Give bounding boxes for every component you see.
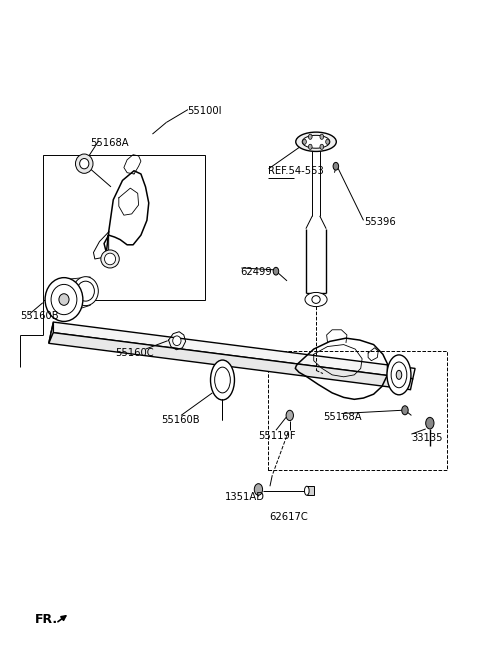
Ellipse shape	[101, 250, 119, 268]
Ellipse shape	[396, 371, 402, 379]
Circle shape	[309, 145, 312, 149]
Circle shape	[320, 145, 324, 149]
Circle shape	[426, 417, 434, 429]
Ellipse shape	[51, 284, 77, 315]
Text: 55168A: 55168A	[323, 413, 361, 422]
Text: 62617C: 62617C	[269, 512, 308, 522]
Ellipse shape	[215, 367, 230, 393]
Bar	[43, 154, 204, 300]
Ellipse shape	[75, 154, 93, 173]
Text: 55396: 55396	[364, 217, 396, 227]
Text: 55160B: 55160B	[20, 311, 59, 321]
Polygon shape	[51, 322, 415, 378]
Ellipse shape	[45, 278, 83, 321]
Ellipse shape	[59, 294, 69, 306]
Text: 55119F: 55119F	[258, 431, 296, 441]
Circle shape	[326, 139, 329, 145]
Text: 1351AD: 1351AD	[225, 492, 265, 502]
Text: 55160C: 55160C	[116, 348, 154, 358]
Polygon shape	[49, 332, 413, 390]
Ellipse shape	[391, 362, 407, 388]
Circle shape	[254, 484, 263, 495]
Text: 55168A: 55168A	[90, 138, 129, 148]
Circle shape	[303, 139, 306, 145]
Ellipse shape	[305, 292, 327, 307]
Circle shape	[273, 267, 279, 275]
Text: 62499: 62499	[240, 267, 272, 277]
Ellipse shape	[312, 296, 320, 304]
Text: 55160B: 55160B	[162, 415, 200, 425]
Ellipse shape	[77, 281, 95, 301]
Ellipse shape	[105, 253, 116, 265]
Ellipse shape	[80, 158, 89, 169]
Text: FR.: FR.	[35, 613, 58, 626]
Ellipse shape	[73, 277, 98, 306]
Ellipse shape	[302, 135, 330, 148]
Circle shape	[320, 134, 324, 139]
Text: 33135: 33135	[411, 433, 443, 443]
Circle shape	[333, 162, 338, 170]
Circle shape	[286, 410, 293, 420]
Text: REF.54-553: REF.54-553	[268, 166, 324, 176]
Polygon shape	[64, 277, 90, 313]
Polygon shape	[49, 322, 53, 344]
Text: 55100I: 55100I	[187, 106, 221, 116]
Ellipse shape	[173, 336, 181, 346]
Circle shape	[309, 134, 312, 139]
Ellipse shape	[211, 360, 234, 400]
Polygon shape	[307, 486, 314, 495]
Bar	[268, 351, 447, 470]
Ellipse shape	[296, 132, 336, 152]
Ellipse shape	[387, 355, 411, 395]
Ellipse shape	[304, 486, 309, 495]
Circle shape	[402, 406, 408, 415]
